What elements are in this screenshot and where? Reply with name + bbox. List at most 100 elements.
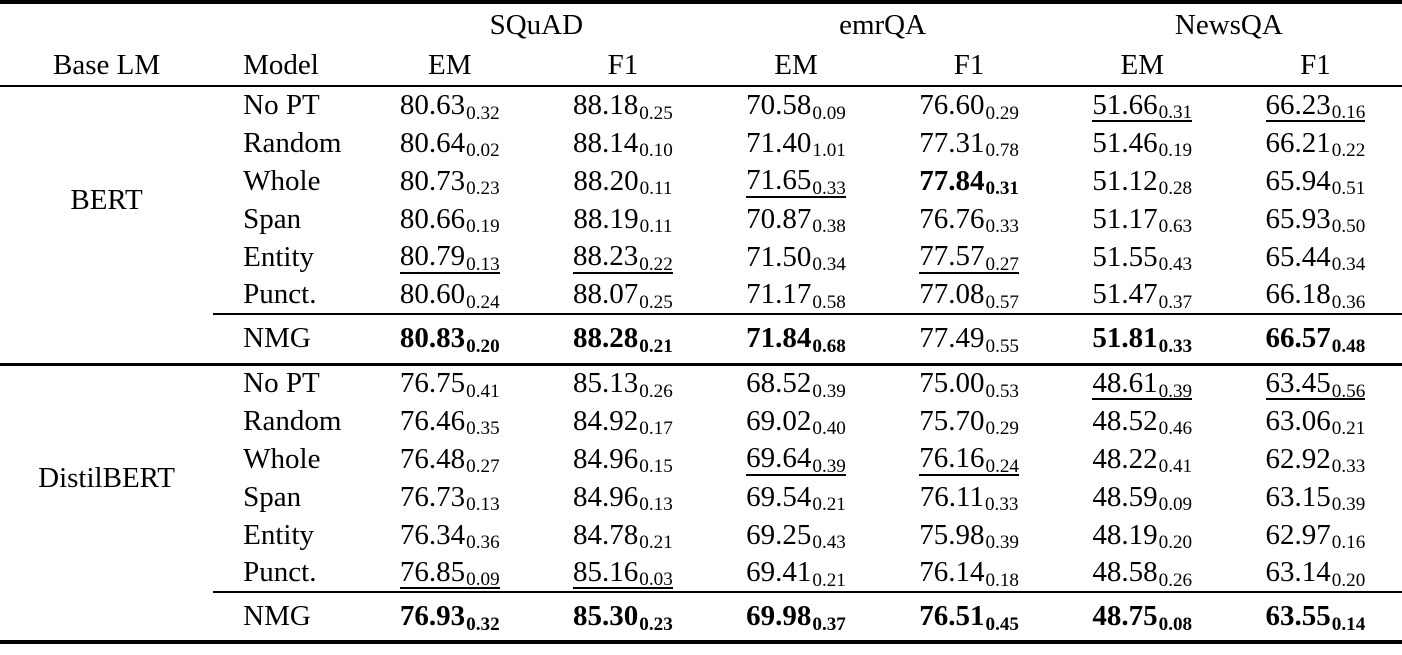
std-subscript: 0.21 [639,335,673,357]
metric-cell: 63.140.20 [1229,554,1402,592]
std-subscript: 0.33 [812,177,846,199]
metric-cell: 63.060.21 [1229,402,1402,440]
std-subscript: 0.27 [985,253,1019,275]
metric-value: 68.520.39 [746,367,846,402]
metric-value: 80.830.20 [399,322,500,357]
metric-value: 63.140.20 [1265,556,1366,591]
metric-cell: 76.340.36 [363,516,536,554]
metric-value: 85.160.03 [573,555,673,591]
metric-cell: 69.020.40 [709,402,882,440]
std-subscript: 0.34 [812,254,846,276]
table-row: Entity 76.340.36 84.780.21 69.250.43 75.980.… [0,516,1402,554]
header-squad-em: EM [428,49,472,81]
metric-cell: 77.310.78 [883,124,1056,162]
std-subscript: 0.46 [1158,418,1193,440]
base-lm-spacer [0,314,213,364]
std-subscript: 0.08 [1158,613,1193,635]
std-subscript: 0.39 [985,532,1019,554]
std-subscript: 0.39 [812,380,846,402]
std-subscript: 0.39 [812,455,846,477]
metric-value: 65.930.50 [1265,202,1366,238]
header-squad-f1: F1 [607,49,639,81]
nmg-row: NMG 76.930.32 85.300.23 69.980.37 76.510.45 4… [0,591,1402,642]
metric-value: 71.401.01 [746,126,846,162]
metric-value: 77.570.27 [919,240,1019,275]
metric-value: 88.280.21 [573,322,673,357]
metric-cell: 66.180.36 [1229,276,1402,314]
metric-value: 71.500.34 [746,240,846,276]
dataset-header-emrqa: emrQA [839,8,927,41]
table-row: Punct. 80.600.24 88.070.25 71.170.58 77.080.… [0,276,1402,314]
model-label: NMG [213,591,364,642]
model-label: Entity [243,240,315,273]
std-subscript: 0.33 [984,494,1019,516]
metric-value: 85.130.26 [573,367,673,402]
dataset-header-newsqa: NewsQA [1174,8,1283,41]
metric-value: 84.960.15 [573,442,673,478]
metric-value: 88.070.25 [573,278,673,313]
metric-value: 62.920.33 [1265,442,1366,478]
model-label: NMG [213,313,364,364]
std-subscript: 0.31 [985,178,1019,200]
metric-value: 69.250.43 [746,518,846,554]
metric-cell: 76.930.32 [363,591,537,642]
std-subscript: 0.11 [639,216,673,238]
metric-cell: 69.640.39 [709,440,882,478]
metric-value: 70.580.09 [746,89,846,124]
std-subscript: 0.32 [466,613,500,635]
metric-cell: 88.070.25 [536,276,709,314]
metric-value: 88.200.11 [573,164,673,200]
metric-value: 75.000.53 [919,367,1019,402]
metric-value: 76.850.09 [399,555,500,591]
metric-cell: 51.660.31 [1056,86,1229,124]
metric-cell: 80.660.19 [363,200,536,238]
metric-cell: 51.550.43 [1056,238,1229,276]
header-spacer-model [213,2,363,46]
table-row: Punct. 76.850.09 85.160.03 69.410.21 76.140.… [0,554,1402,592]
metric-cell: 65.440.34 [1229,238,1402,276]
std-subscript: 0.58 [812,291,846,313]
metric-value: 51.810.33 [1092,322,1193,357]
block-distilbert: DistilBERT No PT 76.750.41 85.130.26 68.520.… [0,364,1402,642]
model-label: Whole [243,164,321,197]
metric-cell: 85.130.26 [536,364,709,402]
metric-value: 51.460.19 [1092,126,1193,162]
std-subscript: 0.20 [1158,532,1193,554]
std-subscript: 0.35 [466,418,500,440]
metric-cell: 84.780.21 [536,516,709,554]
metric-value: 69.980.37 [746,600,846,635]
metric-value: 65.440.34 [1265,240,1366,276]
metric-cell: 51.460.19 [1056,124,1229,162]
metric-value: 80.640.02 [399,126,500,162]
metric-cell: 48.590.09 [1056,478,1229,516]
model-label: Span [243,480,302,513]
model-label: Span [243,202,302,235]
metric-cell: 65.940.51 [1229,162,1402,200]
metric-value: 77.840.31 [919,164,1019,200]
metric-cell: 77.840.31 [883,162,1056,200]
model-label: Punct. [243,556,317,588]
std-subscript: 0.37 [1158,291,1193,313]
metric-value: 48.590.09 [1092,480,1193,516]
metric-value: 75.980.39 [919,518,1019,554]
metric-value: 66.230.16 [1265,88,1366,124]
table-row: Random 76.460.35 84.920.17 69.020.40 75.700.… [0,402,1402,440]
std-subscript: 0.13 [466,494,500,516]
metric-value: 48.220.41 [1092,442,1193,478]
metric-cell: 66.570.48 [1228,313,1402,364]
metric-value: 69.020.40 [746,404,846,440]
metric-value: 77.310.78 [919,126,1019,162]
metric-cell: 77.490.55 [882,313,1056,364]
metric-value: 51.470.37 [1092,278,1193,313]
metric-value: 88.140.10 [573,126,673,162]
metric-cell: 62.970.16 [1229,516,1402,554]
metric-value: 88.180.25 [573,89,673,124]
header-spacer-baselm [0,2,213,46]
metric-cell: 84.960.13 [536,478,709,516]
std-subscript: 0.16 [1331,102,1366,124]
std-subscript: 0.21 [812,569,846,591]
metric-cell: 75.700.29 [883,402,1056,440]
metric-cell: 76.460.35 [363,402,536,440]
std-subscript: 0.36 [1331,291,1366,313]
metric-cell: 51.810.33 [1055,313,1229,364]
